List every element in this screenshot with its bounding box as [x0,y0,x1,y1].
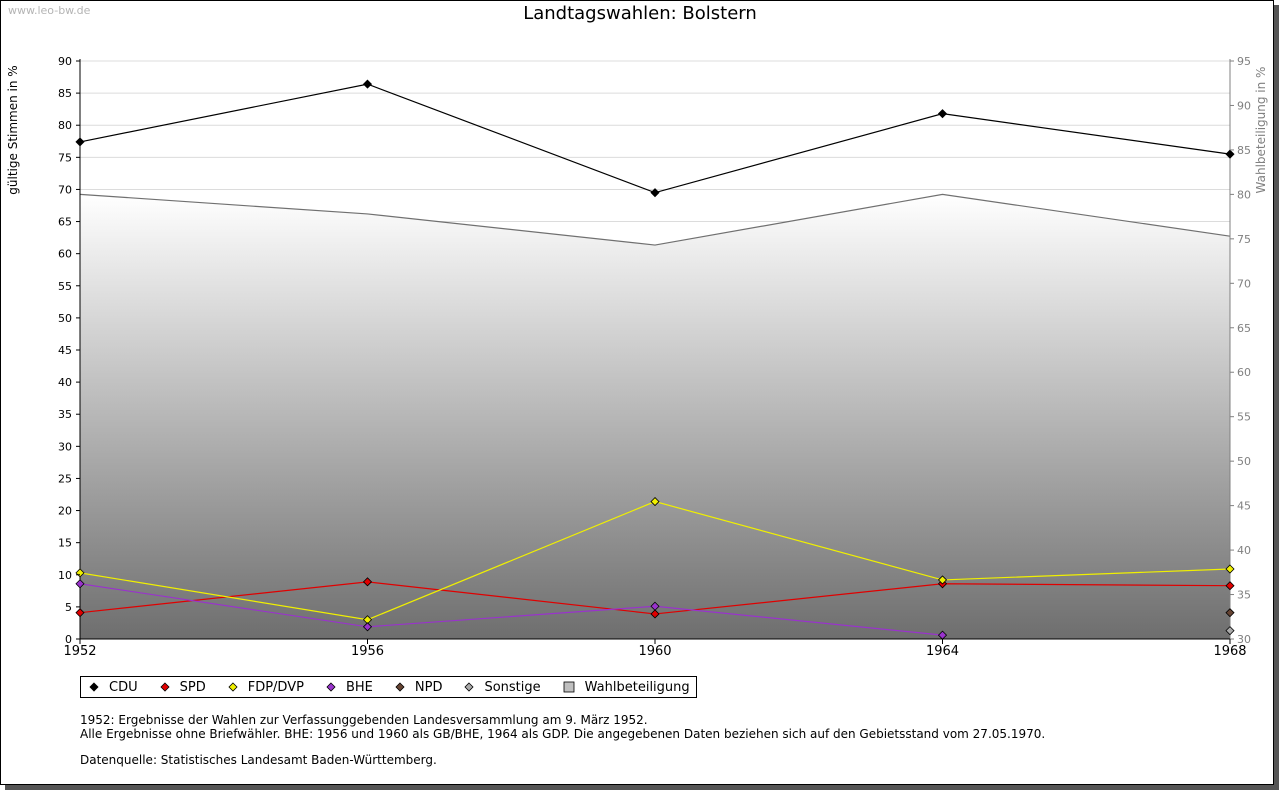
y2-tick-label: 55 [1237,411,1251,424]
y2-tick-label: 75 [1237,233,1251,246]
series-line-cdu [79,83,1231,194]
y-tick-label: 65 [58,216,72,229]
y-tick-label: 20 [58,505,72,518]
legend-label-cdu: CDU [109,679,138,695]
y-tick-label: 55 [58,280,72,293]
data-source-note: Datenquelle: Statistisches Landesamt Bad… [80,753,437,767]
legend-item-npd[interactable]: NPD [395,679,443,695]
legend-marker-fdp [228,682,238,692]
footnote-general: Alle Ergebnisse ohne Briefwähler. BHE: 1… [80,727,1046,741]
legend-item-spd[interactable]: SPD [160,680,206,695]
x-tick-label: 1964 [926,644,959,659]
point-cdu [362,79,373,89]
legend-item-sonstige[interactable]: Sonstige [464,679,541,695]
x-tick-label: 1952 [63,644,96,659]
legend-marker-sonstige [464,682,475,692]
y-tick-label: 30 [58,440,72,453]
legend-marker-npd [395,682,405,692]
y2-tick-label: 60 [1237,366,1251,379]
legend: CDU SPD FDP/DVP BHE NPD Sonstige Wahlbet… [80,676,697,698]
point-cdu [937,109,948,119]
x-tick-label: 1956 [351,644,384,659]
legend-item-fdp[interactable]: FDP/DVP [228,680,304,695]
legend-item-cdu[interactable]: CDU [89,680,138,695]
y-tick-label: 5 [65,601,72,614]
x-tick-label: 1968 [1213,644,1246,659]
legend-item-bhe[interactable]: BHE [326,680,373,695]
legend-marker-wahlbeteiligung [563,681,575,693]
legend-label-npd: NPD [414,679,443,695]
y2-tick-label: 45 [1237,500,1251,513]
y2-tick-label: 95 [1237,55,1251,68]
y2-tick-label: 35 [1237,589,1251,602]
legend-label-bhe: BHE [345,679,373,695]
y2-tick-label: 90 [1237,99,1251,112]
x-tick-label: 1960 [638,644,671,659]
y-tick-label: 45 [58,344,72,357]
y-tick-label: 90 [58,55,72,68]
legend-marker-cdu [89,682,99,692]
y-tick-label: 70 [58,183,72,196]
legend-label-wahlbeteiligung: Wahlbeteiligung [584,679,690,695]
y-tick-label: 85 [58,87,72,100]
legend-label-sonstige: Sonstige [484,679,541,695]
y2-tick-label: 50 [1237,455,1251,468]
y2-tick-label: 80 [1237,188,1251,201]
y-tick-label: 10 [58,569,72,582]
y2-tick-label: 65 [1237,322,1251,335]
y-tick-label: 60 [58,248,72,261]
turnout-area [80,194,1230,639]
y2-tick-label: 85 [1237,144,1251,157]
y-tick-label: 80 [58,119,72,132]
y-tick-label: 75 [58,151,72,164]
point-cdu [75,137,85,147]
y-tick-label: 50 [58,312,72,325]
legend-label-spd: SPD [179,679,206,695]
y-tick-label: 15 [58,537,72,550]
y-tick-label: 25 [58,472,72,485]
legend-item-wahlbeteiligung[interactable]: Wahlbeteiligung [563,680,690,695]
y-tick-label: 40 [58,376,72,389]
y2-tick-label: 40 [1237,544,1251,557]
y2-tick-label: 70 [1237,277,1251,290]
legend-label-fdp: FDP/DVP [247,679,304,695]
legend-marker-bhe [326,682,336,692]
y-tick-label: 35 [58,408,72,421]
legend-marker-spd [160,682,170,692]
footnote-1952: 1952: Ergebnisse der Wahlen zur Verfassu… [80,713,648,727]
